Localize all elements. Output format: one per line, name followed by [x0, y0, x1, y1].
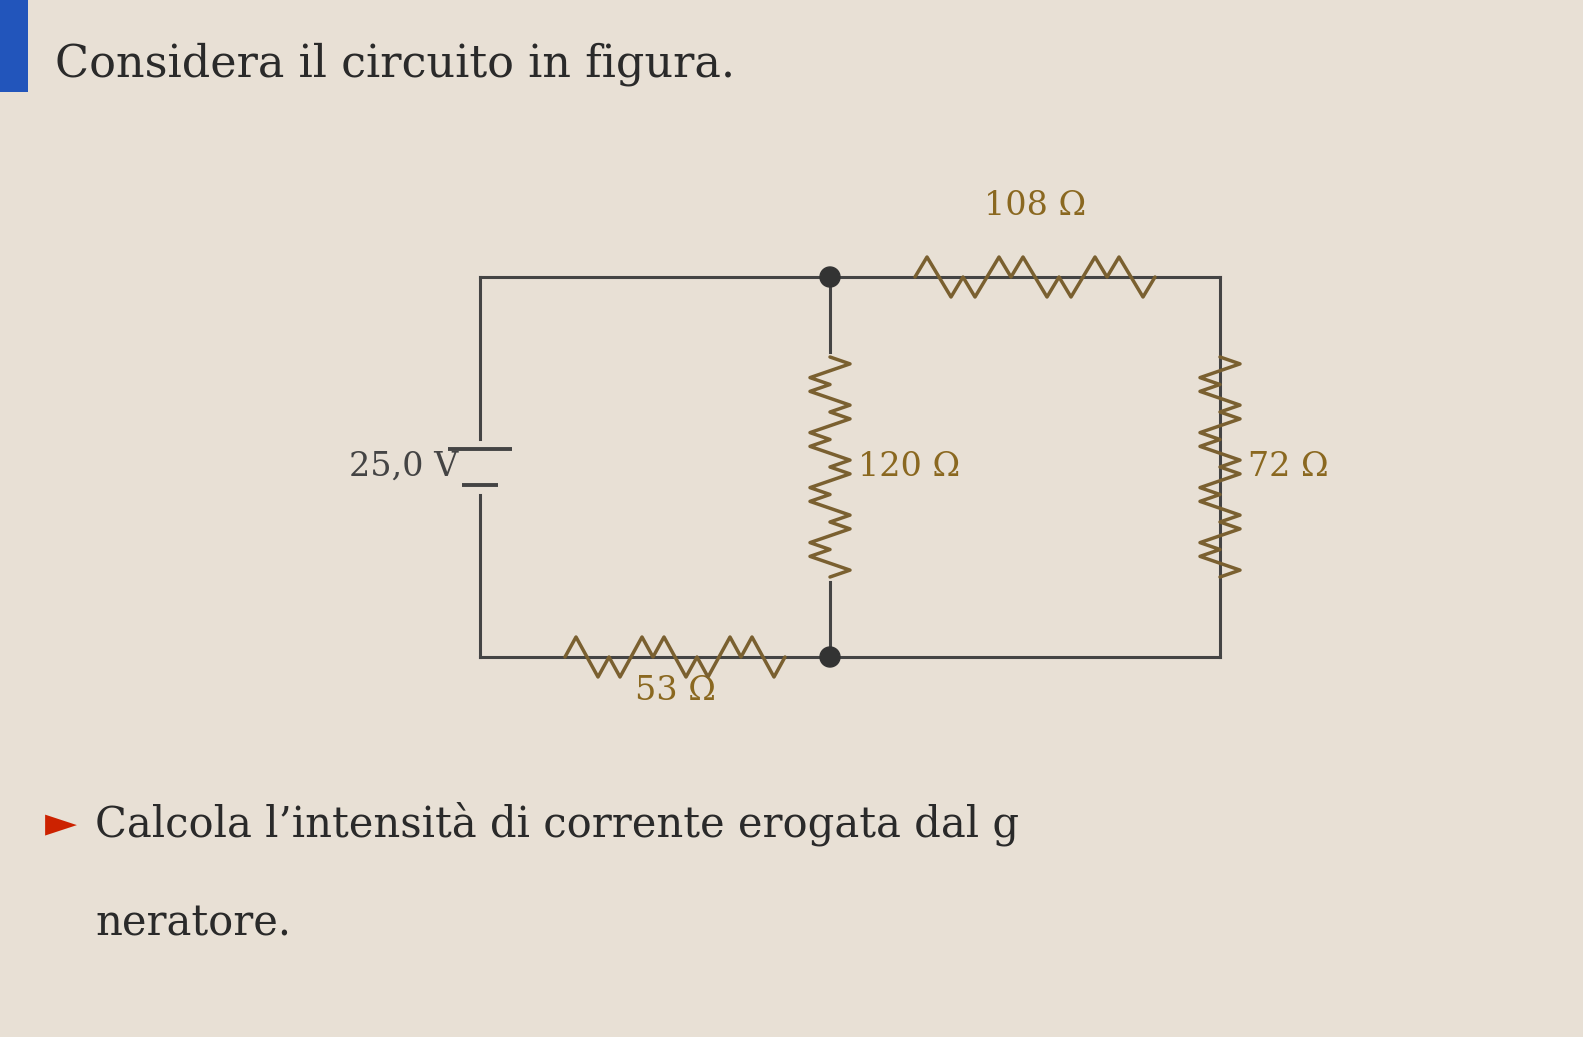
- Text: 120 Ω: 120 Ω: [858, 451, 961, 483]
- Text: Calcola l’intensità di corrente erogata dal g: Calcola l’intensità di corrente erogata …: [95, 802, 1019, 846]
- Text: ►: ►: [44, 802, 78, 844]
- Text: 108 Ω: 108 Ω: [985, 190, 1086, 222]
- Text: 53 Ω: 53 Ω: [635, 675, 716, 707]
- Text: Considera il circuito in figura.: Considera il circuito in figura.: [55, 43, 735, 86]
- FancyBboxPatch shape: [0, 0, 28, 92]
- Text: 72 Ω: 72 Ω: [1247, 451, 1328, 483]
- Circle shape: [820, 647, 841, 667]
- Text: 25,0 V: 25,0 V: [348, 451, 457, 483]
- Circle shape: [820, 267, 841, 287]
- Text: neratore.: neratore.: [95, 902, 291, 944]
